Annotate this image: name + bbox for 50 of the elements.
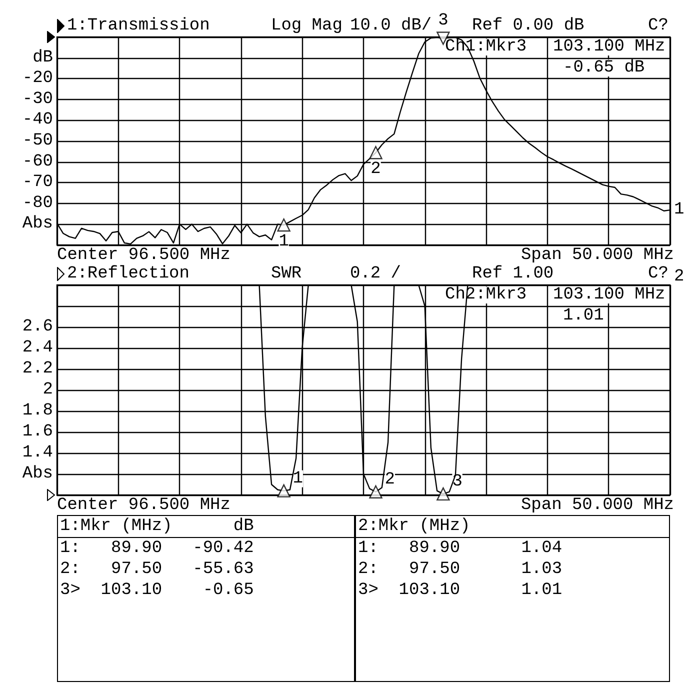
y-tick-label: 2 <box>42 380 53 400</box>
text: 1:Mkr (MHz) dB <box>58 516 354 538</box>
text: 3 <box>438 12 448 31</box>
y-tick-label: -80 <box>22 194 53 213</box>
chart-title: 2:Reflection <box>67 264 190 284</box>
text: Span 50.000 MHz <box>520 495 674 517</box>
text: SWR <box>271 264 302 284</box>
y-tick-label: -60 <box>22 152 53 172</box>
y-tick-label: 2.6 <box>22 318 53 336</box>
text: 1 <box>674 200 684 220</box>
text: Ref 1.00 <box>472 264 554 284</box>
text: 2: 97.50 -55.63 <box>59 559 255 580</box>
annotation: 1 <box>292 469 304 488</box>
y-tick-label: 1.8 <box>22 402 53 420</box>
text: C? <box>648 264 668 284</box>
text: Center 96.500 MHz <box>57 245 230 265</box>
y-tick-label: -40 <box>22 110 53 130</box>
text: Span 50.000 MHz <box>520 245 674 266</box>
text: 3> 103.10 -0.65 <box>59 580 255 601</box>
y-tick-label: 2.2 <box>22 360 53 378</box>
y-tick-label: -20 <box>22 69 53 88</box>
text: 10.0 dB/ <box>350 16 432 36</box>
y-tick-label: -30 <box>22 90 53 109</box>
annotation: 103.100 MHz <box>553 286 666 304</box>
annotation: 2 <box>370 160 381 180</box>
text: 3> 103.10 1.01 <box>357 580 564 601</box>
text: 1: 89.90 1.04 <box>357 538 564 559</box>
text: 1: 89.90 -90.42 <box>59 538 255 559</box>
y-tick-label: dB <box>32 48 53 68</box>
text: 2 <box>674 268 684 286</box>
y-tick-label: 2.4 <box>22 338 53 358</box>
annotation: 1.01 <box>563 306 604 326</box>
text: 2:Mkr (MHz) <box>356 516 669 538</box>
y-tick-label: 1.4 <box>22 444 53 462</box>
chart-title: 1:Transmission <box>67 16 210 36</box>
annotation: 2 <box>384 470 395 490</box>
y-tick-label: 1.6 <box>22 422 53 442</box>
text: Center 96.500 MHz <box>57 495 230 517</box>
annotation: 1 <box>278 232 289 252</box>
text: 2: 97.50 1.03 <box>357 559 564 580</box>
annotation: 103.100 MHz <box>553 38 666 56</box>
text: C? <box>648 16 668 36</box>
y-tick-label: Abs <box>22 214 53 234</box>
y-tick-label: -50 <box>22 132 53 150</box>
annotation: -0.65 dB <box>563 58 645 78</box>
text: 0.2 / <box>350 264 402 284</box>
text: Log Mag <box>271 16 342 36</box>
y-tick-label: Abs <box>22 464 53 484</box>
text: Ref 0.00 dB <box>472 16 584 36</box>
y-tick-label: -70 <box>22 173 53 192</box>
